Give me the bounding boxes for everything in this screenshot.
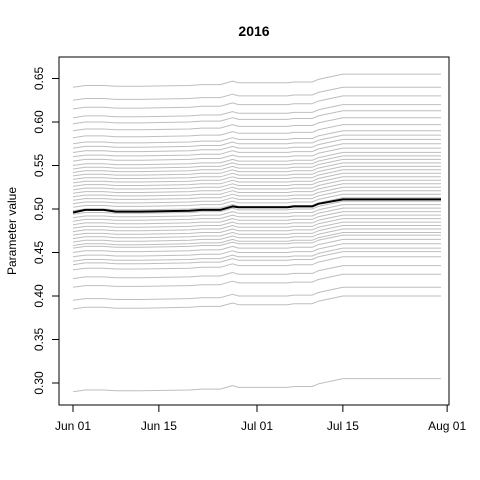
grey-series-line-41 <box>72 124 441 139</box>
grey-series-line-11 <box>72 234 441 249</box>
grey-series-line-5 <box>72 265 441 280</box>
grey-series-line-10 <box>72 238 441 253</box>
grey-series-line-18 <box>72 211 441 226</box>
y-tick-label: 0.35 <box>32 327 46 351</box>
grey-series-line-8 <box>72 247 441 262</box>
y-tick-label: 0.30 <box>32 371 46 395</box>
grey-series-line-28 <box>72 176 441 191</box>
grey-series-line-9 <box>72 243 441 258</box>
grey-series-line-19 <box>72 207 441 222</box>
grey-series-line-2 <box>72 295 441 310</box>
grey-series-line-33 <box>72 158 441 173</box>
grey-series-line-30 <box>72 169 441 184</box>
grey-series-line-13 <box>72 228 441 243</box>
chart-title: 2016 <box>238 23 269 39</box>
grey-series-line-15 <box>72 221 441 236</box>
x-tick-label: Jul 01 <box>241 419 273 433</box>
grey-series-line-39 <box>72 134 441 149</box>
y-tick-label: 0.65 <box>32 66 46 90</box>
y-tick-label: 0.45 <box>32 240 46 264</box>
grey-series-line-26 <box>72 183 441 198</box>
highlight-series-line <box>72 198 441 214</box>
x-tick-label: Aug 01 <box>428 419 466 433</box>
grey-series-line-34 <box>72 155 441 170</box>
y-tick-label: 0.40 <box>32 284 46 308</box>
y-tick-label: 0.55 <box>32 153 46 177</box>
x-tick-label: Jun 01 <box>55 419 91 433</box>
grey-series-line-35 <box>72 151 441 166</box>
x-tick-label: Jul 15 <box>327 419 359 433</box>
grey-series-line-16 <box>72 218 441 233</box>
grey-series-line-17 <box>72 214 441 229</box>
grey-series-line-37 <box>72 143 441 158</box>
grey-series-line-3 <box>72 286 441 301</box>
grey-series-line-36 <box>72 147 441 162</box>
grey-series-line-42 <box>72 117 441 132</box>
grey-series-line-14 <box>72 225 441 240</box>
x-tick-label: Jun 15 <box>141 419 177 433</box>
grey-series-line-4 <box>72 273 441 288</box>
grey-series-line-12 <box>72 232 441 246</box>
grey-series-group <box>72 73 441 393</box>
y-tick-label: 0.50 <box>32 197 46 221</box>
grey-series-line-43 <box>72 110 441 125</box>
grey-series-line-25 <box>72 186 441 201</box>
y-axis-label: Parameter value <box>5 187 19 275</box>
grey-series-line-44 <box>72 104 441 119</box>
x-axis: Jun 01 Jun 15 Jul 01 Jul 15 Aug 01 <box>55 404 466 433</box>
grey-series-line-29 <box>72 172 441 187</box>
grey-series-line-27 <box>72 179 441 194</box>
grey-series-line-38 <box>72 138 441 153</box>
y-axis: 0.30 0.35 0.40 0.45 0.50 0.55 0.60 0.65 <box>32 66 60 395</box>
grey-series-line-40 <box>72 130 441 145</box>
grey-series-line-20 <box>72 204 441 219</box>
grey-series-line-46 <box>72 86 441 101</box>
grey-series-line-7 <box>72 251 441 266</box>
grey-series-line-6 <box>72 256 441 271</box>
grey-series-line-21 <box>72 200 441 215</box>
grey-series-line-31 <box>72 165 441 180</box>
grey-series-line-23 <box>72 193 441 208</box>
grey-series-line-24 <box>72 190 441 205</box>
grey-series-line-45 <box>72 95 441 110</box>
grey-series-line-1 <box>72 378 441 393</box>
highlight-series-group <box>72 198 441 214</box>
y-tick-label: 0.60 <box>32 110 46 134</box>
grey-series-line-47 <box>72 73 441 88</box>
grey-series-line-32 <box>72 162 441 177</box>
